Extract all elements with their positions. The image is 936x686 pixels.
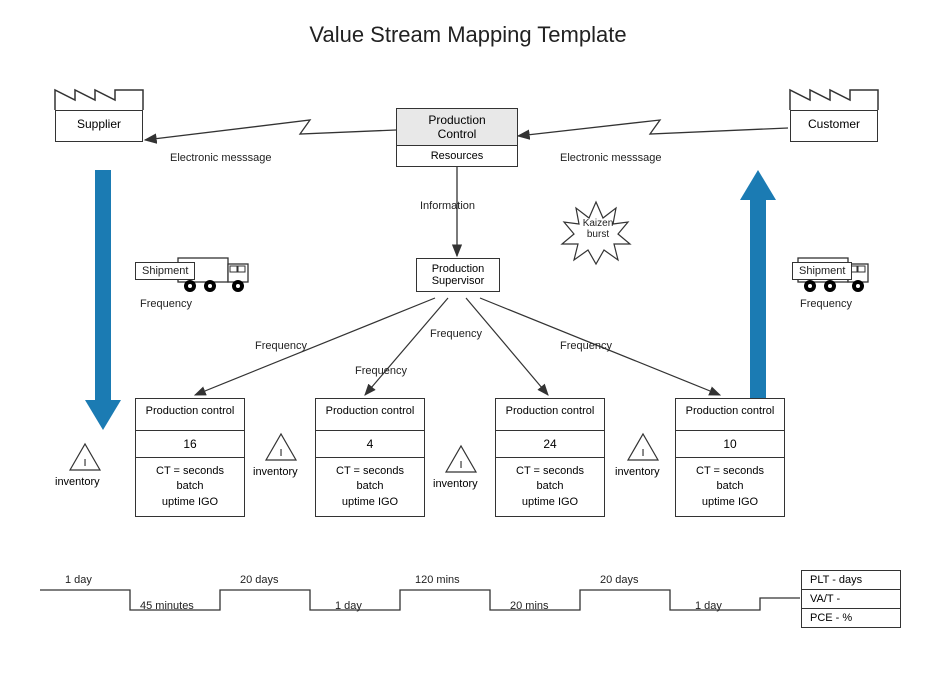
tl-bot-3: 20 mins: [510, 600, 549, 612]
summary-box: PLT - days VA/T - PCE - %: [801, 570, 901, 628]
inventory-triangle-3: I: [446, 446, 476, 472]
svg-text:I: I: [84, 458, 87, 469]
process-number: 24: [496, 431, 604, 458]
supervisor-box: Production Supervisor: [416, 258, 500, 292]
freq-line-1: [195, 298, 435, 395]
production-control-box: Production Control Resources: [396, 108, 518, 167]
inventory-triangle-1: I: [70, 444, 100, 470]
tl-top-3: 120 mins: [415, 574, 460, 586]
inventory-label-4: inventory: [615, 466, 660, 478]
freq-line-2: [365, 298, 448, 395]
inventory-label-1: inventory: [55, 476, 100, 488]
customer-factory-icon: [790, 90, 878, 110]
shipment-right-title: Shipment: [792, 262, 852, 280]
process-title: Production control: [316, 399, 424, 431]
process-number: 16: [136, 431, 244, 458]
production-control-title: Production Control: [397, 109, 517, 146]
tl-top-2: 20 days: [240, 574, 279, 586]
inventory-label-3: inventory: [433, 478, 478, 490]
tl-top-1: 1 day: [65, 574, 92, 586]
summary-vat: VA/T -: [802, 590, 900, 609]
freq-line-3: [466, 298, 548, 395]
process-box-2: Production control 4 CT = seconds batch …: [315, 398, 425, 517]
process-metrics: CT = seconds batch uptime IGO: [496, 458, 604, 516]
svg-text:I: I: [280, 448, 283, 459]
process-number: 4: [316, 431, 424, 458]
inventory-triangle-4: I: [628, 434, 658, 460]
shipment-left-title: Shipment: [135, 262, 195, 280]
tl-top-4: 20 days: [600, 574, 639, 586]
shipment-right-freq: Frequency: [800, 298, 852, 310]
summary-pce: PCE - %: [802, 609, 900, 627]
process-box-3: Production control 24 CT = seconds batch…: [495, 398, 605, 517]
tl-bot-4: 1 day: [695, 600, 722, 612]
supplier-factory-icon: [55, 90, 143, 110]
electronic-msg-right: Electronic messsage: [560, 152, 662, 164]
electronic-msg-left: Electronic messsage: [170, 152, 272, 164]
information-label: Information: [420, 200, 475, 212]
process-title: Production control: [496, 399, 604, 431]
supplier-box: Supplier: [55, 110, 143, 142]
tl-bot-2: 1 day: [335, 600, 362, 612]
process-number: 10: [676, 431, 784, 458]
freq-label-3: Frequency: [430, 328, 482, 340]
production-control-sub: Resources: [397, 146, 517, 166]
freq-label-4: Frequency: [560, 340, 612, 352]
electronic-arrow-left: [145, 120, 396, 140]
process-title: Production control: [136, 399, 244, 431]
process-box-1: Production control 16 CT = seconds batch…: [135, 398, 245, 517]
kaizen-label: Kaizen burst: [576, 218, 620, 240]
customer-box: Customer: [790, 110, 878, 142]
process-metrics: CT = seconds batch uptime IGO: [676, 458, 784, 516]
process-box-4: Production control 10 CT = seconds batch…: [675, 398, 785, 517]
tl-bot-1: 45 minutes: [140, 600, 194, 612]
page-title: Value Stream Mapping Template: [0, 22, 936, 48]
freq-label-2: Frequency: [355, 365, 407, 377]
svg-text:I: I: [642, 448, 645, 459]
inventory-label-2: inventory: [253, 466, 298, 478]
svg-text:I: I: [460, 460, 463, 471]
summary-plt: PLT - days: [802, 571, 900, 590]
blue-arrow-down: [85, 170, 121, 430]
freq-label-1: Frequency: [255, 340, 307, 352]
process-title: Production control: [676, 399, 784, 431]
diagram-svg: I I I I: [0, 0, 936, 686]
inventory-triangle-2: I: [266, 434, 296, 460]
blue-arrow-up: [740, 170, 776, 430]
process-metrics: CT = seconds batch uptime IGO: [316, 458, 424, 516]
process-metrics: CT = seconds batch uptime IGO: [136, 458, 244, 516]
shipment-left-freq: Frequency: [140, 298, 192, 310]
electronic-arrow-right: [518, 120, 788, 136]
